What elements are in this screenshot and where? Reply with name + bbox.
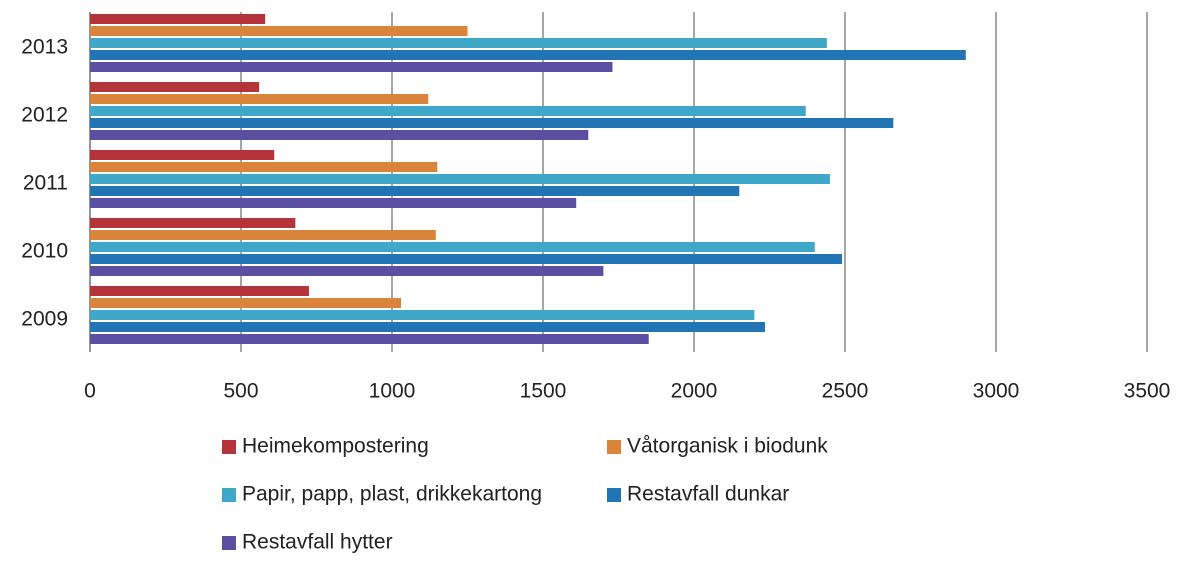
bar xyxy=(90,106,806,116)
y-tick-label: 2013 xyxy=(21,36,68,59)
bar xyxy=(90,298,402,308)
bar xyxy=(90,322,765,332)
bar xyxy=(90,38,827,48)
bar xyxy=(90,186,740,196)
legend-swatch xyxy=(222,440,236,454)
bar xyxy=(90,162,438,172)
bar xyxy=(90,150,275,160)
bar xyxy=(90,14,266,24)
bar xyxy=(90,230,436,240)
bar xyxy=(90,82,260,92)
x-tick-label: 3500 xyxy=(1124,380,1171,403)
bar xyxy=(90,174,830,184)
bar xyxy=(90,62,613,72)
bar xyxy=(90,266,604,276)
x-tick-label: 500 xyxy=(223,380,258,403)
x-tick-label: 2500 xyxy=(822,380,869,403)
legend-label: Våtorganisk i biodunk xyxy=(627,435,828,458)
x-tick-label: 3000 xyxy=(973,380,1020,403)
bar xyxy=(90,218,296,228)
x-tick-label: 0 xyxy=(84,380,96,403)
legend-swatch xyxy=(222,488,236,502)
bar xyxy=(90,50,966,60)
legend-label: Restavfall hytter xyxy=(242,531,393,554)
legend-swatch xyxy=(607,440,621,454)
legend-label: Restavfall dunkar xyxy=(627,483,789,506)
bar xyxy=(90,130,589,140)
bar xyxy=(90,242,815,252)
bar xyxy=(90,198,577,208)
bar xyxy=(90,286,309,296)
bar xyxy=(90,334,649,344)
x-tick-label: 2000 xyxy=(671,380,718,403)
bar xyxy=(90,26,468,36)
bar xyxy=(90,94,429,104)
bar xyxy=(90,118,894,128)
legend-swatch xyxy=(607,488,621,502)
y-tick-label: 2012 xyxy=(21,104,68,127)
legend-label: Heimekompostering xyxy=(242,435,429,458)
bar xyxy=(90,254,842,264)
y-tick-label: 2010 xyxy=(21,240,68,263)
legend-swatch xyxy=(222,536,236,550)
x-tick-label: 1000 xyxy=(369,380,416,403)
legend-label: Papir, papp, plast, drikkekartong xyxy=(242,483,542,506)
bar xyxy=(90,310,755,320)
x-tick-label: 1500 xyxy=(520,380,567,403)
y-tick-label: 2011 xyxy=(23,172,68,195)
y-tick-label: 2009 xyxy=(21,308,68,331)
